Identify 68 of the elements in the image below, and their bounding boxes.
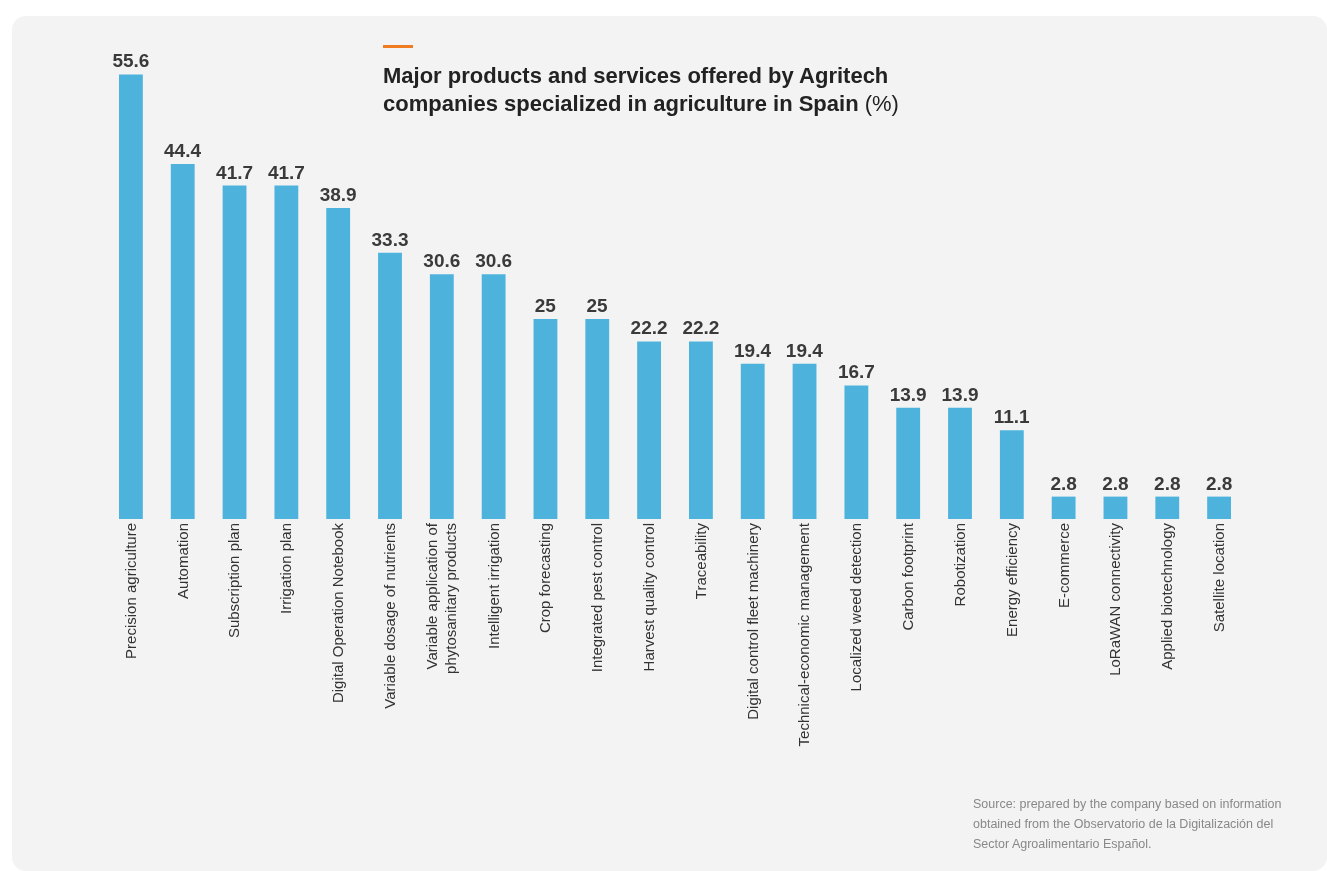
bar — [222, 185, 247, 519]
x-tick-label: E-commerce — [1054, 523, 1072, 609]
data-label: 30.6 — [423, 250, 461, 272]
data-label: 41.7 — [216, 161, 254, 183]
x-tick-label: Harvest quality control — [639, 523, 657, 672]
x-tick-label: Crop forecasting — [536, 523, 554, 634]
data-label: 55.6 — [112, 50, 150, 72]
x-tick-label: LoRaWAN connectivity — [1106, 522, 1124, 676]
bar — [326, 207, 351, 519]
bar — [896, 407, 921, 519]
data-label: 2.8 — [1050, 472, 1077, 494]
x-tick-label: Intelligent irrigation — [484, 523, 502, 649]
data-label: 19.4 — [785, 339, 824, 361]
bar — [274, 185, 299, 519]
x-tick-label: Variable application of phytosanitary products — [422, 522, 460, 674]
x-tick-label: Automation — [173, 523, 191, 599]
bar — [170, 163, 195, 519]
data-label: 2.8 — [1205, 472, 1233, 494]
x-tick-label: Satellite location — [1209, 523, 1227, 633]
bar — [637, 341, 662, 519]
data-label: 19.4 — [734, 339, 772, 361]
bar — [948, 407, 972, 519]
x-tick-label: Digital Operation Notebook — [329, 522, 347, 704]
bar — [688, 341, 713, 519]
bar — [533, 319, 558, 519]
data-label: 11.1 — [993, 406, 1030, 428]
x-tick-label: Irrigation plan — [277, 523, 295, 614]
bar — [1207, 496, 1232, 519]
data-label: 2.8 — [1102, 472, 1129, 494]
bar — [1103, 496, 1128, 519]
source-note: Source: prepared by the company based on information obtained from the Observatorio de la Digitalización del Sector Agroalimentario Español. — [973, 796, 1283, 853]
data-label: 2.8 — [1154, 472, 1181, 494]
data-label: 25 — [534, 295, 557, 317]
chart-title: Major products and services offered by Agritech companies specialized in agriculture in Spain (%) — [383, 62, 900, 118]
x-tick-label: Variable dosage of nutrients — [380, 523, 398, 709]
x-tick-label: Technical-economic management — [795, 522, 813, 747]
data-label: 22.2 — [630, 317, 668, 339]
bar — [429, 274, 454, 519]
data-label: 30.6 — [475, 250, 513, 272]
bar — [118, 74, 143, 519]
bar — [481, 274, 506, 519]
x-tick-label: Energy efficiency — [1002, 522, 1020, 637]
bar — [585, 319, 610, 519]
bar — [378, 252, 402, 519]
bar — [792, 363, 817, 519]
x-tick-label: Subscription plan — [225, 523, 243, 639]
bar — [1051, 496, 1076, 519]
x-tick-label: Carbon footprint — [899, 522, 917, 631]
data-label: 44.4 — [164, 139, 202, 161]
bar — [1155, 496, 1180, 519]
x-tick-label: Precision agriculture — [121, 523, 139, 659]
x-tick-label: Integrated pest control — [588, 523, 606, 673]
data-label: 22.2 — [682, 317, 720, 339]
data-label: 13.9 — [889, 383, 927, 405]
x-tick-label: Localized weed detection — [847, 523, 865, 692]
data-label: 25 — [586, 295, 609, 317]
bar — [999, 430, 1024, 519]
data-label: 38.9 — [319, 183, 357, 205]
bar — [740, 363, 765, 519]
data-label: 33.3 — [371, 228, 409, 250]
data-label: 13.9 — [941, 383, 979, 405]
bar — [844, 385, 869, 519]
x-tick-label: Traceability — [691, 522, 709, 600]
x-tick-label: Applied biotechnology — [1158, 522, 1176, 670]
data-label: 16.7 — [837, 361, 875, 383]
x-tick-label: Robotization — [950, 523, 968, 607]
data-label: 41.7 — [267, 161, 305, 183]
x-tick-label: Digital control fleet machinery — [743, 522, 761, 720]
